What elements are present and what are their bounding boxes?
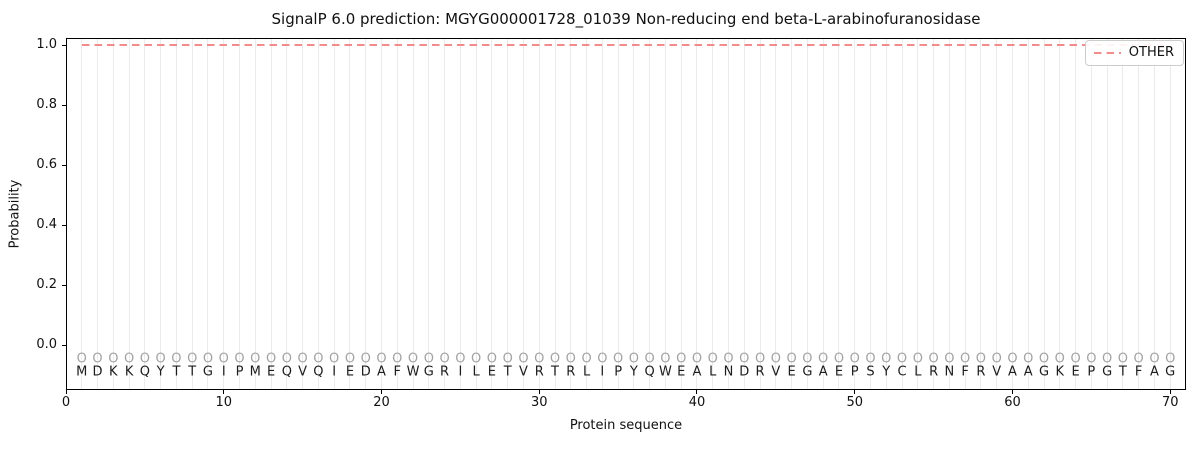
x-tick-mark	[380, 390, 382, 394]
plot-overlay-region: OTHER	[66, 38, 1186, 390]
x-tick-label: 20	[373, 395, 390, 410]
x-tick-label: 0	[61, 395, 71, 410]
y-tick-label: 1.0	[36, 37, 57, 53]
x-tick-label: 40	[688, 395, 706, 410]
y-tick-label: 0.0	[36, 337, 57, 353]
x-tick-label: 50	[846, 395, 863, 410]
x-tick-mark	[1011, 390, 1013, 394]
x-tick-label: 70	[1161, 395, 1179, 410]
x-tick-mark	[854, 390, 856, 394]
x-tick-label: 60	[1004, 395, 1021, 410]
legend-label-other: OTHER	[1128, 45, 1174, 60]
x-tick-label: 30	[530, 395, 548, 410]
y-axis-label: Probability	[7, 179, 23, 249]
y-tick-label: 0.8	[36, 97, 57, 113]
legend: OTHER	[1084, 40, 1184, 66]
y-tick-label: 0.2	[36, 277, 57, 293]
x-tick-mark	[65, 390, 67, 394]
x-tick-mark	[223, 390, 225, 394]
y-tick-label: 0.6	[36, 157, 57, 173]
legend-line-sample-other	[1093, 51, 1121, 54]
x-tick-mark	[538, 390, 540, 394]
x-axis-label: Protein sequence	[569, 418, 683, 433]
x-tick-label: 10	[215, 395, 233, 410]
chart-title: SignalP 6.0 prediction: MGYG000001728_01…	[271, 10, 981, 28]
x-tick-mark	[1169, 390, 1171, 394]
x-tick-mark	[696, 390, 698, 394]
